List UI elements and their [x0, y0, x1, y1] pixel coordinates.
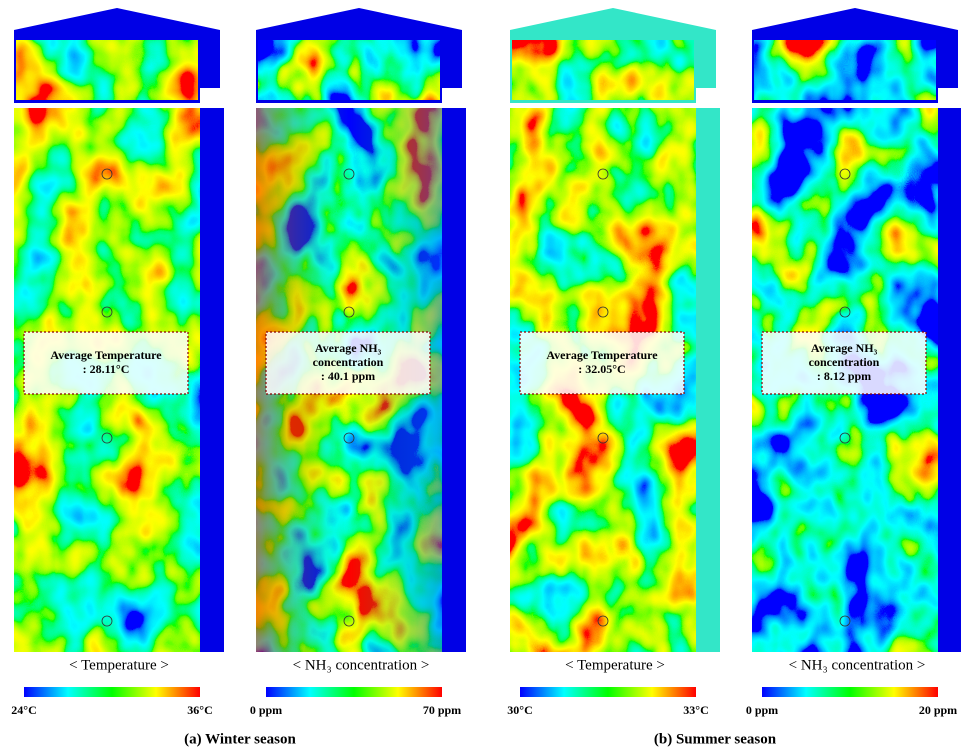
panel-title: < NH₃ concentration >: [789, 657, 926, 673]
wall-strip: [938, 108, 961, 652]
average-text: concentration: [313, 355, 384, 369]
colorbar-min: 30°C: [507, 703, 532, 717]
colorbar-min: 0 ppm: [746, 703, 778, 717]
wall-strip: [200, 108, 224, 652]
average-text: Average Temperature: [546, 348, 658, 362]
colorbar: [762, 687, 938, 697]
average-text: : 28.11°C: [83, 362, 130, 376]
roof-field: [258, 40, 440, 100]
roof-field: [512, 40, 694, 100]
wall-strip: [696, 108, 720, 652]
roof-field: [754, 40, 936, 100]
colorbar: [24, 687, 200, 697]
colorbar-max: 70 ppm: [423, 703, 461, 717]
colorbar-max: 33°C: [683, 703, 708, 717]
roof-field: [16, 40, 198, 100]
colorbar-max: 20 ppm: [919, 703, 957, 717]
colorbar: [266, 687, 442, 697]
group-caption: (a) Winter season: [184, 731, 296, 747]
colorbar-min: 24°C: [11, 703, 36, 717]
average-text: Average NH₃: [811, 341, 878, 355]
panel-title: < NH₃ concentration >: [293, 657, 430, 673]
average-text: Average Temperature: [50, 348, 162, 362]
panel: Average Temperature: 32.05°C < Temperatur…: [507, 8, 720, 717]
panel: Average Temperature: 28.11°C < Temperatur…: [11, 8, 224, 717]
colorbar: [520, 687, 696, 697]
wall-strip: [442, 108, 466, 652]
panel-title: < Temperature >: [69, 657, 169, 673]
average-text: : 40.1 ppm: [321, 369, 375, 383]
colorbar-min: 0 ppm: [250, 703, 282, 717]
figure: Average Temperature: 28.11°C< Temperatur…: [0, 0, 961, 751]
average-text: : 8.12 ppm: [817, 369, 871, 383]
average-text: : 32.05°C: [578, 362, 625, 376]
average-text: concentration: [809, 355, 880, 369]
panel-title: < Temperature >: [565, 657, 665, 673]
average-text: Average NH₃: [315, 341, 382, 355]
colorbar-max: 36°C: [187, 703, 212, 717]
group-caption: (b) Summer season: [654, 731, 777, 747]
